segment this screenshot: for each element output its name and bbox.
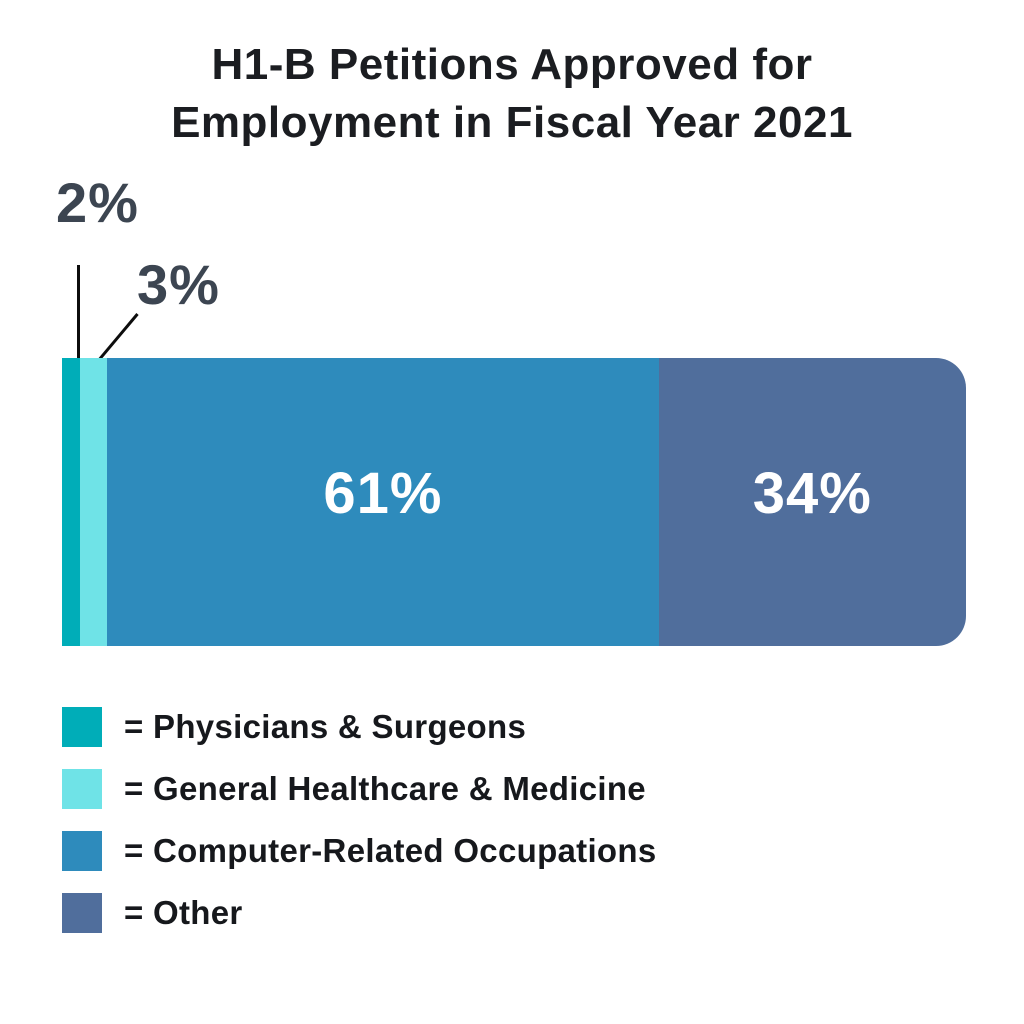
- legend-swatch-healthcare: [62, 768, 102, 809]
- legend-label-physicians: = Physicians & Surgeons: [124, 707, 527, 745]
- bar-segment-computer-occupations-label: 61%: [323, 460, 443, 526]
- legend-swatch-other: [62, 892, 102, 933]
- bar-segment-other: 34%: [658, 358, 966, 646]
- bar-segment-computer-occupations: 61%: [107, 358, 659, 646]
- legend-swatch-physicians: [62, 706, 102, 747]
- callout-line-healthcare: [97, 313, 139, 361]
- stacked-bar: 61% 34%: [62, 358, 966, 646]
- chart-title: H1-B Petitions Approved for Employment i…: [0, 36, 1024, 152]
- chart-title-line-2: Employment in Fiscal Year 2021: [171, 98, 853, 147]
- legend-label-other: = Other: [124, 893, 243, 931]
- legend-label-healthcare: = General Healthcare & Medicine: [124, 769, 646, 807]
- callout-line-physicians: [77, 265, 80, 360]
- legend-label-computer-occupations: = Computer-Related Occupations: [124, 831, 657, 869]
- bar-segment-healthcare: [80, 358, 108, 646]
- legend-item-computer-occupations: = Computer-Related Occupations: [62, 830, 657, 871]
- legend: = Physicians & Surgeons = General Health…: [62, 706, 657, 933]
- bar-segment-physicians: [62, 358, 81, 646]
- callout-label-healthcare-percent: 3%: [137, 253, 220, 316]
- callout-label-physicians-percent: 2%: [56, 171, 139, 234]
- legend-swatch-computer-occupations: [62, 830, 102, 871]
- legend-item-healthcare: = General Healthcare & Medicine: [62, 768, 657, 809]
- legend-item-other: = Other: [62, 892, 657, 933]
- legend-item-physicians: = Physicians & Surgeons: [62, 706, 657, 747]
- bar-segment-other-label: 34%: [752, 460, 872, 526]
- chart-title-line-1: H1-B Petitions Approved for: [211, 40, 813, 89]
